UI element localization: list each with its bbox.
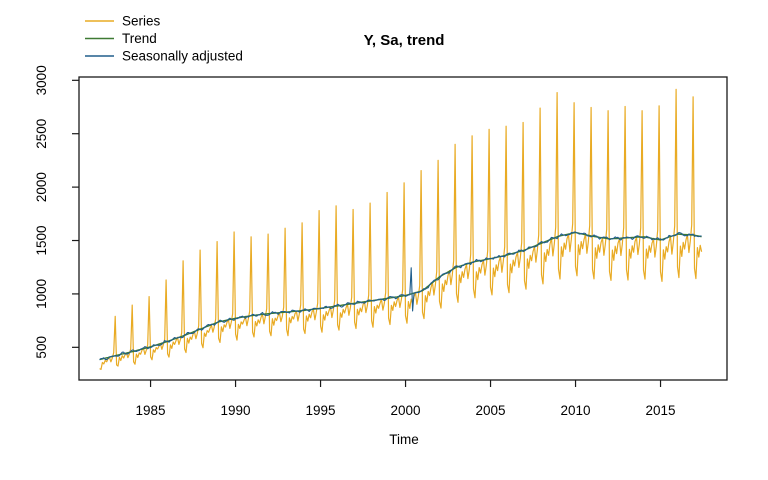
x-tick-label: 2005 — [476, 403, 506, 418]
y-tick-label: 3000 — [34, 65, 49, 95]
x-tick-label: 2000 — [391, 403, 421, 418]
legend-label: Trend — [122, 31, 157, 46]
y-tick-label: 500 — [34, 336, 49, 359]
chart-title: Y, Sa, trend — [364, 32, 445, 49]
y-tick-label: 2500 — [34, 119, 49, 149]
y-tick-label: 1000 — [34, 279, 49, 309]
x-tick-label: 1985 — [136, 403, 166, 418]
y-tick-label: 1500 — [34, 225, 49, 255]
legend-label: Seasonally adjusted — [122, 49, 243, 64]
x-tick-label: 1995 — [306, 403, 336, 418]
series-line — [99, 88, 703, 370]
x-tick-label: 2015 — [646, 403, 676, 418]
x-tick-label: 1990 — [221, 403, 251, 418]
x-tick-label: 2010 — [561, 403, 591, 418]
legend-label: Series — [122, 14, 161, 29]
y-tick-label: 2000 — [34, 172, 49, 202]
plot-box — [78, 76, 728, 381]
x-axis-label: Time — [389, 432, 419, 447]
seasonally-adjusted-line — [99, 231, 702, 361]
